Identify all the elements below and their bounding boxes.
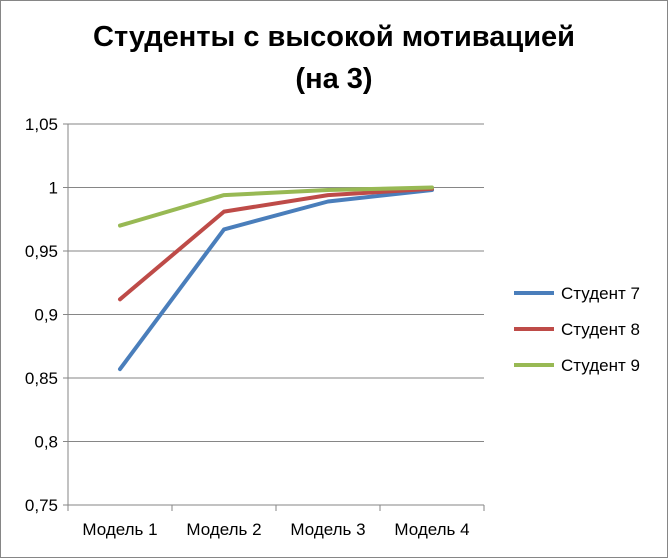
x-tick-label: Модель 2 — [186, 520, 261, 539]
y-tick-label: 0,85 — [25, 369, 58, 388]
x-tick-label: Модель 1 — [82, 520, 157, 539]
legend-label-3: Студент 9 — [561, 356, 640, 375]
series-line-2 — [118, 186, 434, 302]
chart-title-line-1: Студенты с высокой мотивацией — [93, 21, 575, 53]
y-tick-label: 0,8 — [34, 433, 58, 452]
legend-label-1: Студент 7 — [561, 284, 640, 303]
y-tick-label: 0,75 — [25, 496, 58, 515]
legend-label-2: Студент 8 — [561, 320, 640, 339]
series-line-1 — [118, 188, 434, 372]
y-tick-label: 0,95 — [25, 242, 58, 261]
series-line-3 — [118, 185, 434, 228]
chart-title-line-2: (на 3) — [295, 63, 373, 95]
y-tick-label: 1,05 — [25, 115, 58, 134]
x-tick-label: Модель 3 — [290, 520, 365, 539]
y-tick-label: 1 — [49, 179, 58, 198]
y-tick-label: 0,9 — [34, 306, 58, 325]
x-tick-label: Модель 4 — [394, 520, 469, 539]
